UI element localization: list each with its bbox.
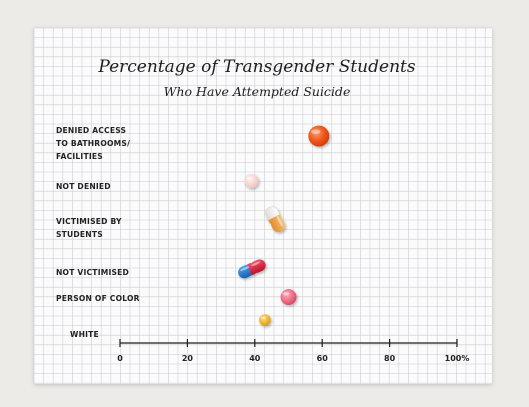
- category-label: FACILITIES: [56, 152, 103, 161]
- category-label: STUDENTS: [56, 230, 103, 239]
- category-label: NOT VICTIMISED: [56, 268, 129, 277]
- x-tick-label: 0: [117, 354, 123, 363]
- category-label: VICTIMISED BY: [56, 217, 122, 226]
- x-tick-label: 20: [182, 354, 194, 363]
- red-blue-capsule-icon: [238, 259, 266, 279]
- category-label: DENIED ACCESS: [56, 126, 126, 135]
- x-tick-label: 40: [249, 354, 261, 363]
- x-tick-label: 80: [384, 354, 396, 363]
- x-axis-ticks: 0 20 40 60 80 100%: [117, 339, 469, 363]
- x-tick-label: 60: [317, 354, 329, 363]
- chart-subtitle: Who Have Attempted Suicide: [164, 84, 351, 99]
- white-orange-capsule-icon: [265, 206, 286, 233]
- small-yellow-pill-icon: [259, 314, 271, 326]
- grid-lines: [33, 27, 492, 384]
- x-tick-label: 100%: [445, 354, 470, 363]
- category-label: WHITE: [70, 330, 99, 339]
- round-orange-pill-icon: [308, 125, 330, 147]
- chart-title: Percentage of Transgender Students: [97, 57, 415, 77]
- category-labels: DENIED ACCESS TO BATHROOMS/FACILITIES NOT …: [56, 126, 140, 339]
- data-markers: [238, 125, 330, 326]
- category-label: NOT DENIED: [56, 182, 111, 191]
- category-label: TO BATHROOMS/: [56, 139, 130, 148]
- graph-paper: [34, 28, 492, 384]
- pink-pill-icon: [280, 289, 297, 305]
- category-label: PERSON OF COLOR: [56, 294, 140, 303]
- pale-pink-pill-icon: [244, 174, 259, 188]
